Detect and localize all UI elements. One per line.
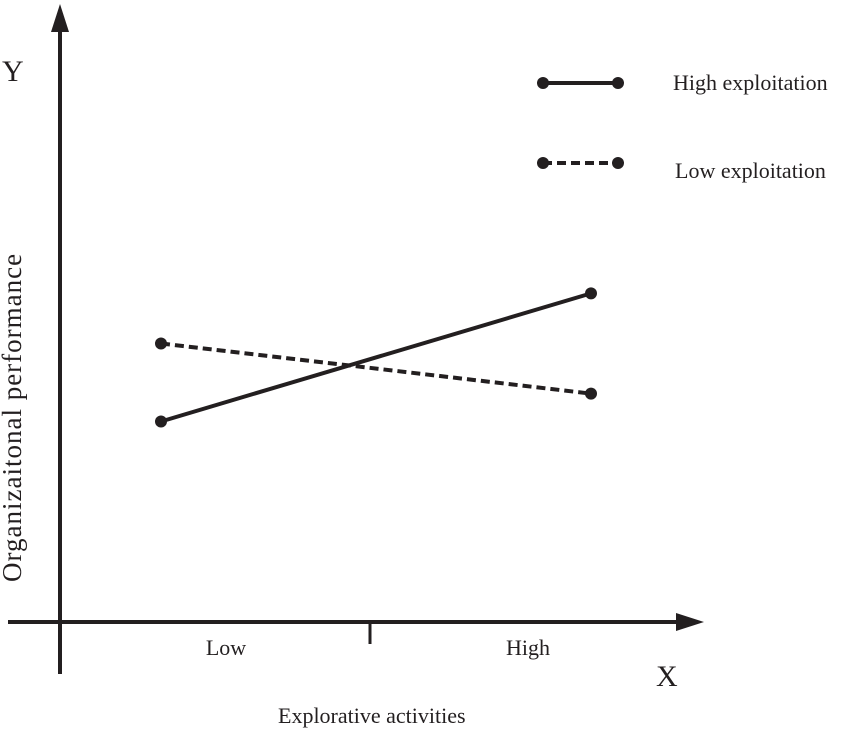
legend-item-low-exploitation: Low exploitation [537, 157, 826, 183]
x-axis-letter: X [656, 660, 678, 693]
data-point-low-exploitation-low [155, 337, 167, 350]
legend-marker [612, 77, 624, 89]
data-point-low-exploitation-high [585, 387, 597, 400]
series-line-high-exploitation [160, 291, 592, 424]
legend-label-high-exploitation: High exploitation [673, 70, 828, 95]
x-axis-arrowhead [676, 613, 704, 631]
legend-item-high-exploitation: High exploitation [537, 70, 828, 95]
data-point-high-exploitation-low [155, 415, 167, 428]
legend-marker [612, 157, 624, 169]
plot-area [155, 287, 597, 428]
y-axis-arrowhead [51, 4, 69, 32]
series-line-low-exploitation [160, 341, 592, 396]
legend-marker [537, 157, 549, 169]
x-axis-title: Explorative activities [278, 703, 466, 728]
x-tick-label-low: Low [206, 635, 246, 660]
legend: High exploitation Low exploitation [537, 70, 828, 183]
legend-marker [537, 77, 549, 89]
x-tick-label-high: High [506, 635, 550, 660]
data-point-high-exploitation-high [585, 287, 597, 300]
y-axis-letter: Y [2, 55, 24, 88]
y-axis-title: Organizaitonal performance [0, 253, 27, 582]
legend-label-low-exploitation: Low exploitation [675, 158, 826, 183]
